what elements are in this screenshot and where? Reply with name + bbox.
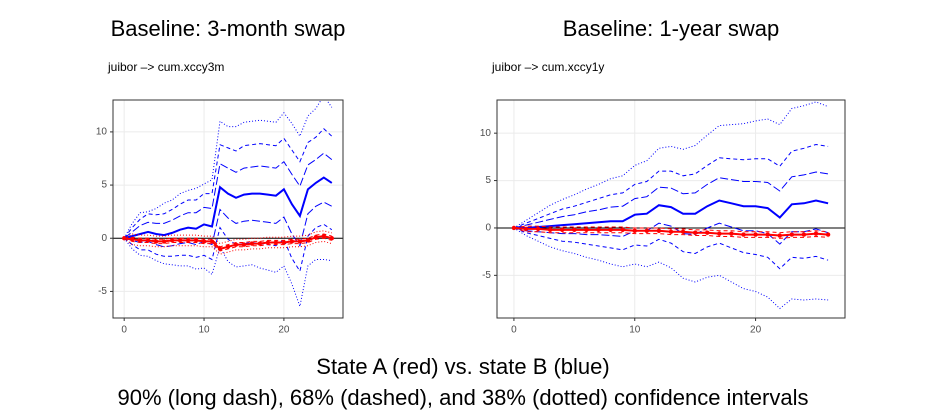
point <box>209 239 215 244</box>
series-line <box>123 237 332 255</box>
y-tick-label: 5 <box>101 180 107 191</box>
y-tick-label: 5 <box>485 175 491 186</box>
series-line <box>513 225 829 234</box>
panel-border <box>496 99 846 319</box>
point <box>692 230 698 235</box>
point <box>233 242 239 247</box>
point <box>137 238 143 243</box>
point <box>217 246 223 252</box>
series-line <box>513 227 829 239</box>
point <box>801 232 807 237</box>
point <box>825 232 831 237</box>
series-line <box>513 199 829 229</box>
series-line <box>123 127 333 239</box>
caption-line: 90% (long dash), 68% (dashed), and 38% (… <box>118 385 809 410</box>
point <box>753 232 758 237</box>
chart-subtitle: juibor –> cum.xccy3m <box>107 60 224 74</box>
point <box>153 239 159 244</box>
point <box>273 240 279 245</box>
point <box>584 227 589 233</box>
series-line <box>513 227 829 310</box>
point <box>789 232 795 237</box>
point <box>129 237 135 242</box>
y-tick-label: 10 <box>480 128 492 139</box>
point <box>765 232 770 237</box>
x-tick-label: 20 <box>750 325 762 336</box>
series-line <box>513 227 829 270</box>
series-line <box>123 176 333 240</box>
point <box>305 238 311 243</box>
point <box>257 241 263 246</box>
point <box>523 226 529 232</box>
point <box>225 244 231 249</box>
chart-title: Baseline: 3-month swap <box>111 16 346 41</box>
y-tick-label: -5 <box>482 270 491 281</box>
point <box>741 232 746 237</box>
chart-title: Baseline: 1-year swap <box>563 16 779 41</box>
point <box>321 233 327 239</box>
point <box>265 240 271 245</box>
point <box>608 227 613 233</box>
y-tick-label: -5 <box>98 286 107 297</box>
point <box>329 236 335 241</box>
point <box>535 226 541 232</box>
point <box>289 239 295 244</box>
y-tick-label: 10 <box>96 127 108 138</box>
x-tick-label: 0 <box>511 325 517 336</box>
point <box>201 239 207 244</box>
point <box>572 227 577 233</box>
point <box>121 236 127 241</box>
series-line <box>123 230 332 245</box>
point <box>705 230 710 235</box>
x-tick-label: 20 <box>278 325 290 336</box>
series-line <box>513 143 829 229</box>
point <box>777 233 782 238</box>
series-line <box>513 101 829 229</box>
point <box>313 234 319 240</box>
point <box>169 238 175 243</box>
point <box>620 227 625 233</box>
point <box>177 238 183 243</box>
point <box>560 227 565 233</box>
series-line <box>123 152 333 239</box>
x-tick-label: 10 <box>629 325 641 336</box>
series-line <box>513 222 829 245</box>
series-line <box>123 223 333 273</box>
x-tick-label: 0 <box>121 325 127 336</box>
caption-line: State A (red) vs. state B (blue) <box>316 354 609 379</box>
point <box>813 231 819 236</box>
point <box>281 240 287 245</box>
x-tick-label: 10 <box>198 325 210 336</box>
point <box>668 229 674 234</box>
point <box>193 238 199 243</box>
point <box>680 229 686 234</box>
point <box>644 228 650 233</box>
point <box>241 242 247 247</box>
point <box>632 228 637 233</box>
point <box>596 227 601 233</box>
point <box>717 231 722 236</box>
point <box>656 228 662 233</box>
series-line <box>513 171 829 229</box>
point <box>547 227 553 233</box>
point <box>249 241 255 246</box>
point <box>297 239 303 244</box>
panel-border <box>112 99 344 319</box>
y-tick-label: 0 <box>485 223 491 234</box>
point <box>185 238 191 243</box>
point <box>511 225 517 231</box>
point <box>729 231 734 236</box>
point <box>145 238 151 243</box>
chart-subtitle: juibor –> cum.xccy1y <box>491 60 604 74</box>
point <box>161 239 167 244</box>
y-tick-label: 0 <box>101 233 107 244</box>
